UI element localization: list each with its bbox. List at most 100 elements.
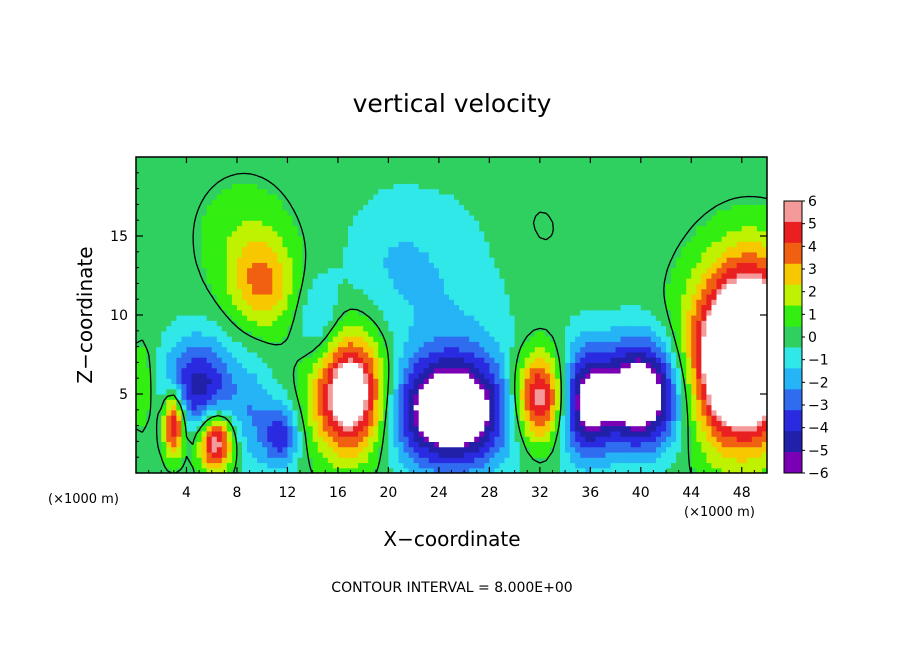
heatmap-cell — [448, 357, 455, 363]
heatmap-cell — [236, 425, 243, 432]
heatmap-cell — [443, 404, 450, 411]
heatmap-cell — [408, 451, 415, 458]
heatmap-cell — [509, 209, 516, 216]
heatmap-cell — [383, 288, 389, 295]
heatmap-cell — [443, 246, 450, 253]
heatmap-cell — [287, 372, 294, 379]
heatmap-cell — [242, 388, 248, 395]
heatmap-cell — [171, 362, 177, 369]
heatmap-cell — [307, 188, 314, 195]
heatmap-cell — [514, 404, 521, 411]
heatmap-cell — [236, 378, 243, 385]
heatmap-cell — [413, 341, 420, 348]
heatmap-cell — [489, 351, 496, 358]
heatmap-cell — [211, 399, 218, 406]
heatmap-cell — [408, 383, 415, 390]
heatmap-cell — [322, 420, 329, 427]
heatmap-cell — [181, 372, 188, 379]
heatmap-cell — [257, 309, 263, 316]
heatmap-cell — [236, 178, 243, 184]
heatmap-cell — [388, 325, 395, 332]
heatmap-cell — [191, 357, 198, 363]
heatmap-cell — [226, 183, 233, 190]
heatmap-cell — [312, 341, 319, 348]
heatmap-cell — [504, 399, 511, 406]
heatmap-cell — [206, 367, 213, 374]
heatmap-cell — [247, 167, 253, 174]
heatmap-cell — [151, 204, 157, 211]
heatmap-cell — [307, 246, 314, 253]
heatmap-cell — [231, 367, 238, 374]
heatmap-cell — [342, 467, 349, 473]
heatmap-cell — [448, 267, 455, 274]
heatmap-cell — [393, 257, 400, 263]
heatmap-cell — [353, 178, 359, 184]
heatmap-cell — [353, 351, 359, 358]
heatmap-cell — [211, 320, 218, 327]
heatmap-cell — [474, 199, 480, 205]
heatmap-cell — [242, 193, 248, 200]
heatmap-cell — [272, 409, 278, 416]
heatmap-cell — [242, 357, 248, 363]
heatmap-cell — [428, 220, 435, 227]
heatmap-cell — [292, 330, 299, 337]
heatmap-cell — [454, 199, 460, 205]
heatmap-cell — [348, 462, 354, 469]
heatmap-cell — [277, 336, 283, 342]
heatmap-cell — [544, 362, 551, 369]
heatmap-cell — [494, 394, 501, 400]
heatmap-cell — [151, 372, 157, 379]
heatmap-cell — [322, 462, 329, 469]
heatmap-cell — [322, 272, 329, 279]
heatmap-cell — [242, 209, 248, 216]
heatmap-cell — [464, 394, 470, 400]
heatmap-cell — [363, 315, 369, 321]
heatmap-cell — [459, 246, 465, 253]
heatmap-cell — [474, 409, 480, 416]
heatmap-cell — [443, 388, 450, 395]
heatmap-cell — [438, 199, 445, 205]
heatmap-cell — [267, 220, 273, 227]
heatmap-cell — [363, 420, 369, 427]
heatmap-cell — [302, 178, 309, 184]
heatmap-cell — [519, 278, 526, 284]
heatmap-cell — [524, 336, 531, 342]
heatmap-cell — [423, 436, 430, 442]
heatmap-cell — [247, 209, 253, 216]
heatmap-cell — [519, 330, 526, 337]
heatmap-cell — [242, 199, 248, 205]
heatmap-cell — [433, 262, 440, 269]
heatmap-cell — [373, 236, 379, 242]
heatmap-cell — [348, 293, 354, 300]
heatmap-cell — [277, 262, 283, 269]
heatmap-cell — [201, 172, 208, 179]
heatmap-cell — [494, 236, 501, 242]
heatmap-cell — [393, 341, 400, 348]
heatmap-cell — [489, 357, 496, 363]
heatmap-cell — [216, 436, 223, 442]
heatmap-cell — [247, 304, 253, 311]
heatmap-cell — [196, 220, 203, 227]
heatmap-cell — [464, 383, 470, 390]
heatmap-cell — [373, 230, 379, 237]
heatmap-cell — [398, 425, 405, 432]
heatmap-cell — [292, 378, 299, 385]
heatmap-cell — [191, 178, 198, 184]
heatmap-cell — [353, 188, 359, 195]
heatmap-cell — [499, 399, 506, 406]
heatmap-cell — [287, 388, 294, 395]
heatmap-cell — [171, 162, 177, 169]
heatmap-cell — [438, 378, 445, 385]
heatmap-cell — [252, 372, 258, 379]
heatmap-cell — [454, 430, 460, 437]
heatmap-cell — [277, 309, 283, 316]
heatmap-cell — [342, 409, 349, 416]
heatmap-cell — [489, 383, 496, 390]
heatmap-cell — [418, 336, 425, 342]
heatmap-cell — [383, 157, 389, 163]
heatmap-cell — [171, 183, 177, 190]
heatmap-cell — [262, 388, 268, 395]
heatmap-cell — [348, 204, 354, 211]
heatmap-cell — [297, 209, 304, 216]
